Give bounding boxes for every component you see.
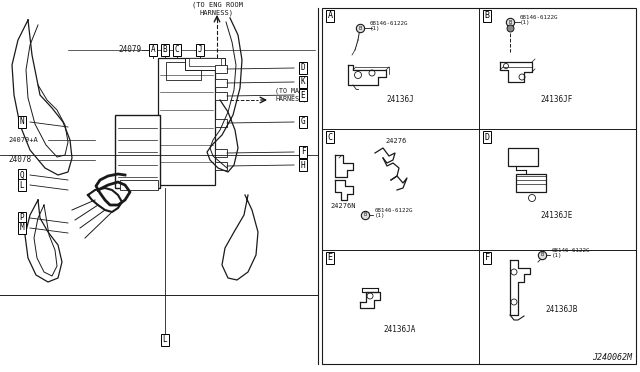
Circle shape [529,195,536,202]
Text: B: B [358,26,362,31]
Text: 24276: 24276 [385,138,406,144]
Text: 24136JB: 24136JB [545,305,577,314]
Bar [189,58,221,66]
Circle shape [369,70,375,76]
Circle shape [511,269,517,275]
Text: B: B [508,19,512,25]
Bar [115,115,160,188]
Text: 24078: 24078 [8,155,31,164]
Text: E: E [328,253,333,263]
Bar [215,79,227,87]
Bar [215,149,227,157]
Text: G: G [301,118,305,126]
Text: K: K [301,77,305,87]
Text: 24276N: 24276N [330,203,355,209]
Circle shape [519,74,525,80]
Text: J: J [198,45,202,55]
Text: D: D [484,132,490,141]
Bar [508,148,538,166]
Text: B: B [364,212,367,218]
Text: A: A [150,45,156,55]
Text: (TO MAIN
HARNESS): (TO MAIN HARNESS) [275,88,307,102]
Bar [166,62,201,80]
Text: 24136JA: 24136JA [384,326,416,334]
Text: N: N [20,118,24,126]
Text: 24079+A: 24079+A [8,137,38,143]
Text: 24136JF: 24136JF [541,96,573,105]
Text: C: C [175,45,179,55]
Bar [215,119,227,127]
Circle shape [504,64,509,68]
Text: 08146-6122G
(1): 08146-6122G (1) [520,15,559,25]
Text: 24136J: 24136J [386,96,414,105]
Bar [215,65,227,73]
Bar [120,180,158,190]
Bar [185,58,225,70]
Text: B: B [540,253,544,257]
Text: E: E [301,90,305,99]
Text: L: L [20,180,24,189]
Circle shape [367,293,373,299]
Text: 08146-6122G
(1): 08146-6122G (1) [375,208,413,218]
Text: A: A [328,12,333,20]
Circle shape [355,71,362,78]
Bar [215,92,227,100]
Text: 08146-6122G
(1): 08146-6122G (1) [552,248,591,259]
Bar [516,174,546,192]
Bar [322,8,636,364]
Text: D: D [301,64,305,73]
Text: (TO ENG ROOM
HARNESS): (TO ENG ROOM HARNESS) [191,2,243,16]
Bar [158,58,215,185]
Text: F: F [301,148,305,157]
Text: B: B [163,45,167,55]
Text: M: M [20,224,24,232]
Bar [215,162,227,170]
Text: 24079: 24079 [118,45,141,55]
Text: L: L [163,336,167,344]
Text: 08146-6122G
(1): 08146-6122G (1) [370,20,408,31]
Text: F: F [484,253,490,263]
Text: C: C [328,132,333,141]
Text: J240062M: J240062M [592,353,632,362]
Circle shape [511,299,517,305]
Text: P: P [20,214,24,222]
Text: Q: Q [20,170,24,180]
Text: H: H [301,160,305,170]
Text: B: B [484,12,490,20]
Text: 24136JE: 24136JE [541,211,573,219]
